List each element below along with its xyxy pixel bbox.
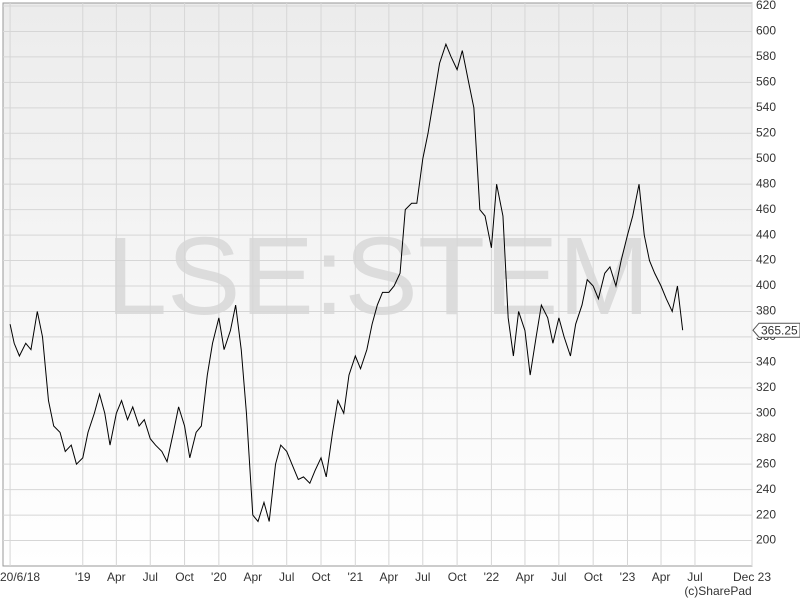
y-tick-label: 580 xyxy=(756,49,776,63)
x-tick-label: Oct xyxy=(448,570,467,584)
x-tick-label: Oct xyxy=(312,570,331,584)
y-tick-label: 320 xyxy=(756,380,776,394)
price-line xyxy=(9,42,684,523)
y-tick-label: 380 xyxy=(756,304,776,318)
x-tick-label: Oct xyxy=(175,570,194,584)
x-tick-label: 20/6/18 xyxy=(0,570,40,584)
x-tick-label: '21 xyxy=(347,570,363,584)
x-tick-label: Jul xyxy=(279,570,294,584)
x-tick-label: Oct xyxy=(584,570,603,584)
x-tick-label: Apr xyxy=(380,570,399,584)
y-tick-label: 500 xyxy=(756,151,776,165)
y-tick-label: 300 xyxy=(756,405,776,419)
y-tick-label: 480 xyxy=(756,176,776,190)
y-tick-label: 460 xyxy=(756,202,776,216)
x-tick-label: Jul xyxy=(143,570,158,584)
x-tick-label: '22 xyxy=(484,570,500,584)
y-tick-label: 240 xyxy=(756,482,776,496)
y-tick-label: 280 xyxy=(756,431,776,445)
y-tick-label: 340 xyxy=(756,355,776,369)
y-tick-label: 200 xyxy=(756,533,776,547)
price-marker-label: 365.25 xyxy=(761,323,798,337)
price-marker xyxy=(752,322,800,338)
x-tick-label: '19 xyxy=(75,570,91,584)
y-tick-label: 420 xyxy=(756,253,776,267)
x-tick-label: Apr xyxy=(652,570,671,584)
watermark: LSE:STEM xyxy=(106,215,650,338)
y-tick-label: 440 xyxy=(756,227,776,241)
credit: (c)SharePad xyxy=(684,584,751,598)
x-tick-label: '23 xyxy=(620,570,636,584)
y-tick-label: 520 xyxy=(756,125,776,139)
y-tick-label: 620 xyxy=(756,0,776,12)
y-tick-label: 600 xyxy=(756,24,776,38)
y-tick-label: 260 xyxy=(756,456,776,470)
x-tick-label: Dec 23 xyxy=(733,570,771,584)
x-tick-label: '20 xyxy=(211,570,227,584)
x-tick-label: Apr xyxy=(107,570,126,584)
x-tick-label: Jul xyxy=(551,570,566,584)
y-tick-label: 540 xyxy=(756,100,776,114)
y-tick-label: 400 xyxy=(756,278,776,292)
x-tick-label: Jul xyxy=(415,570,430,584)
x-tick-label: Apr xyxy=(516,570,535,584)
y-tick-label: 560 xyxy=(756,75,776,89)
x-tick-label: Apr xyxy=(243,570,262,584)
y-tick-label: 220 xyxy=(756,507,776,521)
x-tick-label: Jul xyxy=(687,570,702,584)
